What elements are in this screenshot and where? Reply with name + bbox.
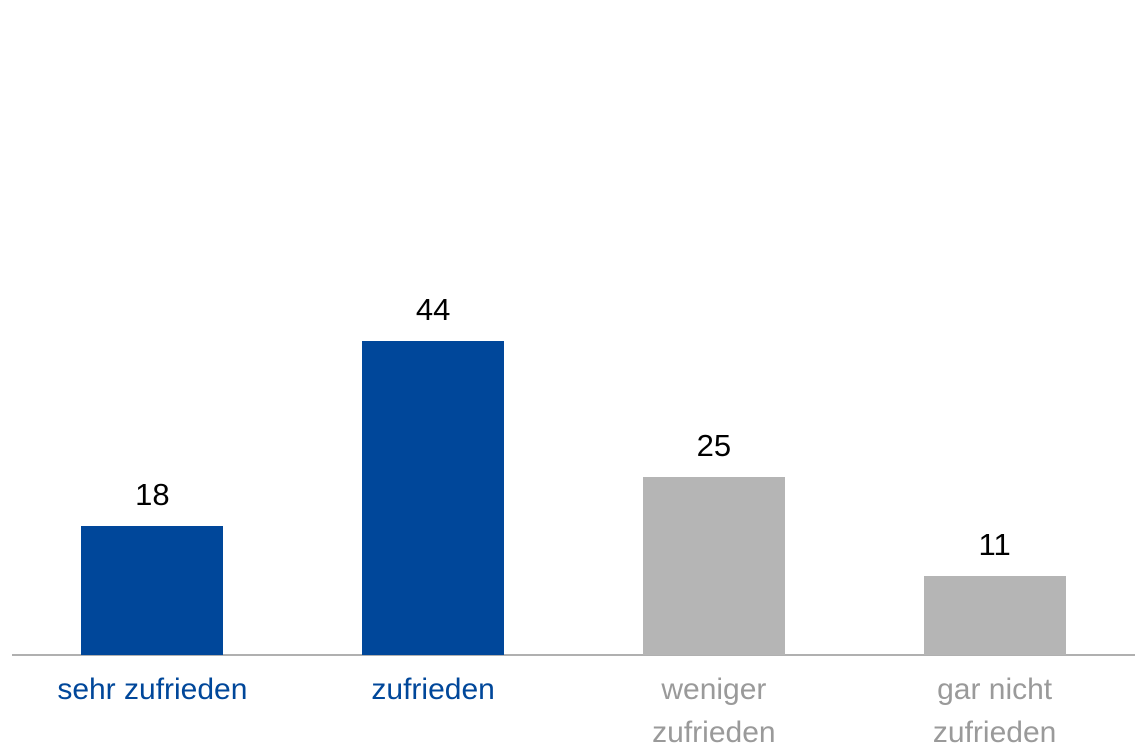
bar bbox=[362, 340, 505, 655]
x-tick-label: sehr zufrieden bbox=[57, 673, 248, 706]
bar bbox=[81, 526, 224, 655]
bar bbox=[923, 576, 1066, 655]
value-label: 25 bbox=[696, 427, 732, 463]
x-tick-label: gar nicht zufrieden bbox=[932, 673, 1057, 749]
value-label: 18 bbox=[135, 477, 170, 513]
bar bbox=[642, 476, 785, 655]
baseline bbox=[12, 654, 1135, 656]
value-label: 44 bbox=[415, 291, 451, 327]
x-tick-label: zufrieden bbox=[371, 673, 495, 706]
x-tick-label: weniger zufrieden bbox=[652, 673, 776, 749]
value-label: 11 bbox=[978, 527, 1011, 563]
